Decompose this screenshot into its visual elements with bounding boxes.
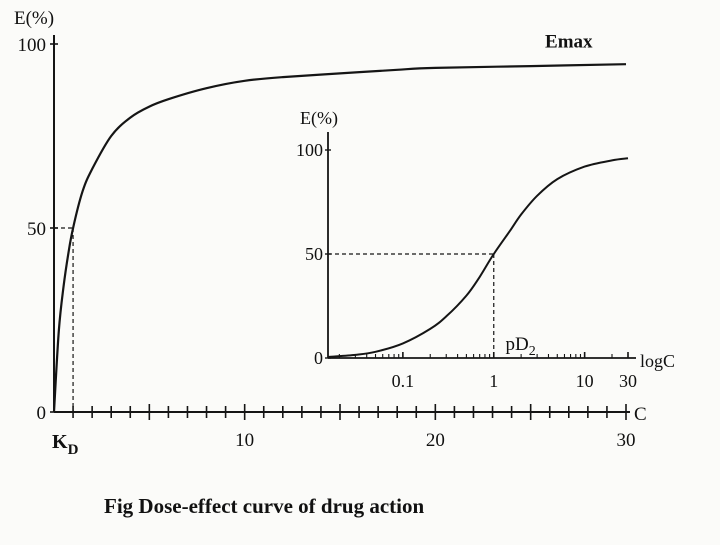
pd2-label: pD2 xyxy=(506,334,536,359)
x-tick-label: 10 xyxy=(235,430,254,451)
x-axis-label: C xyxy=(634,404,647,425)
y-axis-label: E(%) xyxy=(14,8,54,29)
figure-caption: Fig Dose-effect curve of drug action xyxy=(104,494,425,518)
inset-x-axis-label: logC xyxy=(640,351,675,371)
inset-y-axis-label: E(%) xyxy=(300,108,338,129)
emax-label: Emax xyxy=(545,32,593,53)
inset-x-tick-label: 1 xyxy=(489,371,498,391)
kd-label: KD xyxy=(52,431,79,458)
log-dose-effect-curve xyxy=(327,157,629,358)
x-tick-label: 30 xyxy=(617,430,636,451)
y-tick-label: 50 xyxy=(27,219,46,240)
inset-x-tick-label: 0.1 xyxy=(392,371,415,391)
inset-plot: 0 50 100 0.1 1 10 30 E(%) logC pD2 xyxy=(296,108,675,391)
inset-x-tick-label: 10 xyxy=(576,371,594,391)
y-tick-label: 0 xyxy=(37,403,47,424)
x-tick-label: 20 xyxy=(426,430,445,451)
inset-y-tick-label: 50 xyxy=(305,244,323,264)
inset-y-tick-label: 100 xyxy=(296,140,323,160)
inset-x-tick-label: 30 xyxy=(619,371,637,391)
y-tick-label: 100 xyxy=(18,35,47,56)
inset-y-tick-label: 0 xyxy=(314,348,323,368)
dose-effect-curve xyxy=(52,63,627,413)
